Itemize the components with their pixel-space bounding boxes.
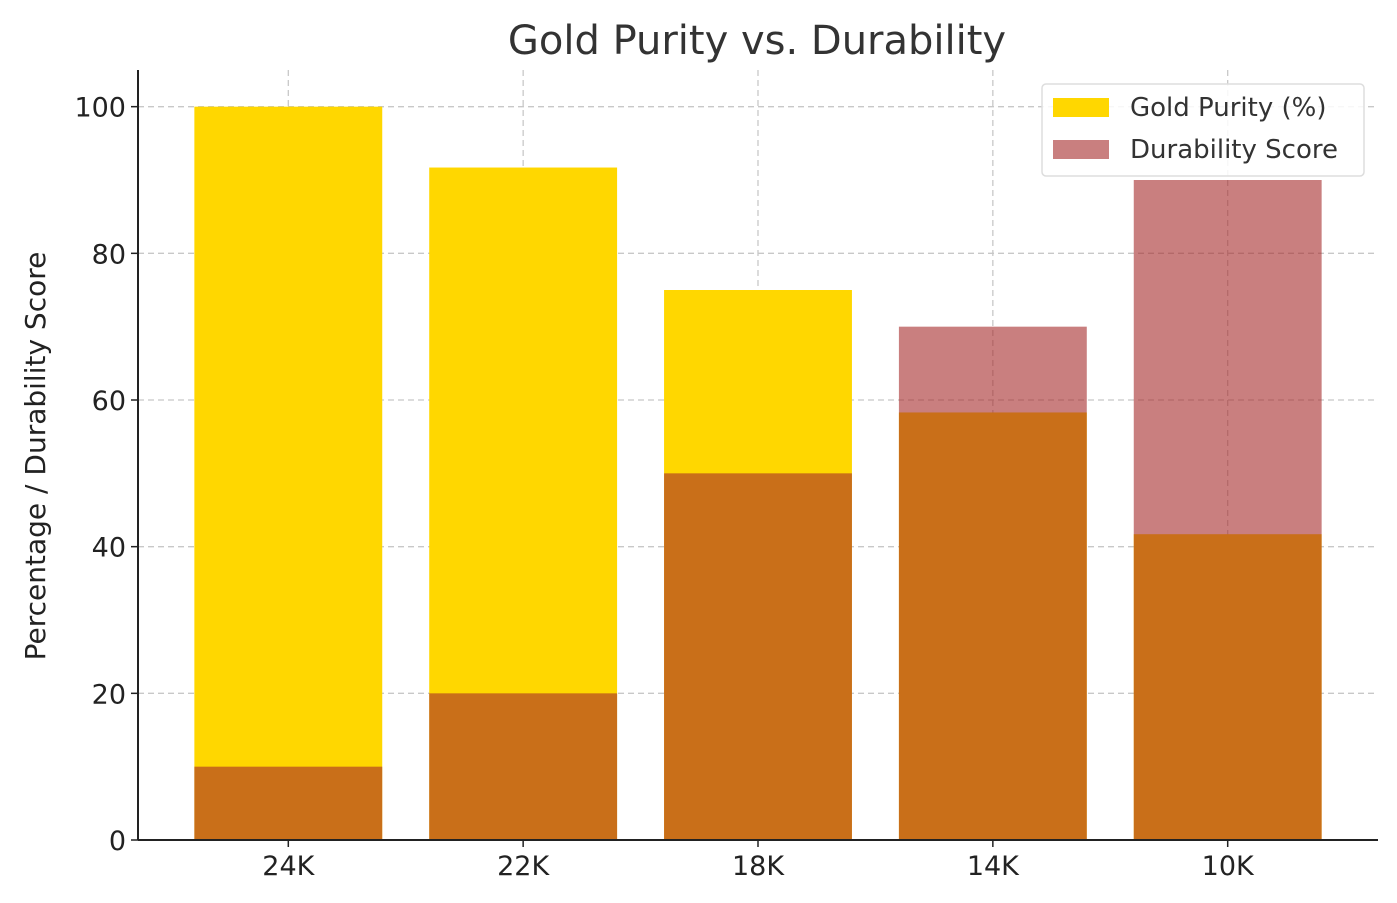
axes: 0 20 40 60 80 100 24K 22K 18K 14K 10K bbox=[74, 70, 1378, 882]
legend: Gold Purity (%) Durability Score bbox=[1041, 83, 1365, 177]
bar-durability-10K bbox=[1133, 180, 1322, 840]
x-tick-label: 18K bbox=[732, 851, 785, 882]
y-tick-label: 100 bbox=[74, 93, 126, 124]
x-tick-label: 10K bbox=[1202, 851, 1255, 882]
x-tick-label: 14K bbox=[967, 851, 1020, 882]
bar-gold-purity-24K bbox=[194, 106, 383, 840]
y-tick-label: 20 bbox=[92, 679, 126, 710]
y-axis-label: Percentage / Durability Score bbox=[19, 252, 52, 661]
bar-durability-14K bbox=[898, 326, 1087, 841]
bar-durability-24K bbox=[194, 766, 383, 840]
legend-swatch bbox=[1053, 98, 1109, 117]
bar-durability-18K bbox=[664, 473, 852, 840]
legend-label: Gold Purity (%) bbox=[1130, 93, 1327, 123]
legend-label: Durability Score bbox=[1130, 135, 1338, 165]
legend-box bbox=[1041, 83, 1365, 177]
y-tick-label: 60 bbox=[92, 386, 126, 417]
x-tick-label: 24K bbox=[262, 851, 315, 882]
legend-swatch bbox=[1053, 140, 1109, 159]
x-tick-label: 22K bbox=[497, 851, 550, 882]
y-tick-label: 80 bbox=[92, 239, 126, 270]
bars bbox=[194, 106, 1322, 841]
y-tick-label: 40 bbox=[92, 533, 126, 564]
y-tick-label: 0 bbox=[109, 826, 126, 857]
chart-title: Gold Purity vs. Durability bbox=[508, 18, 1006, 64]
bar-durability-22K bbox=[429, 693, 618, 840]
